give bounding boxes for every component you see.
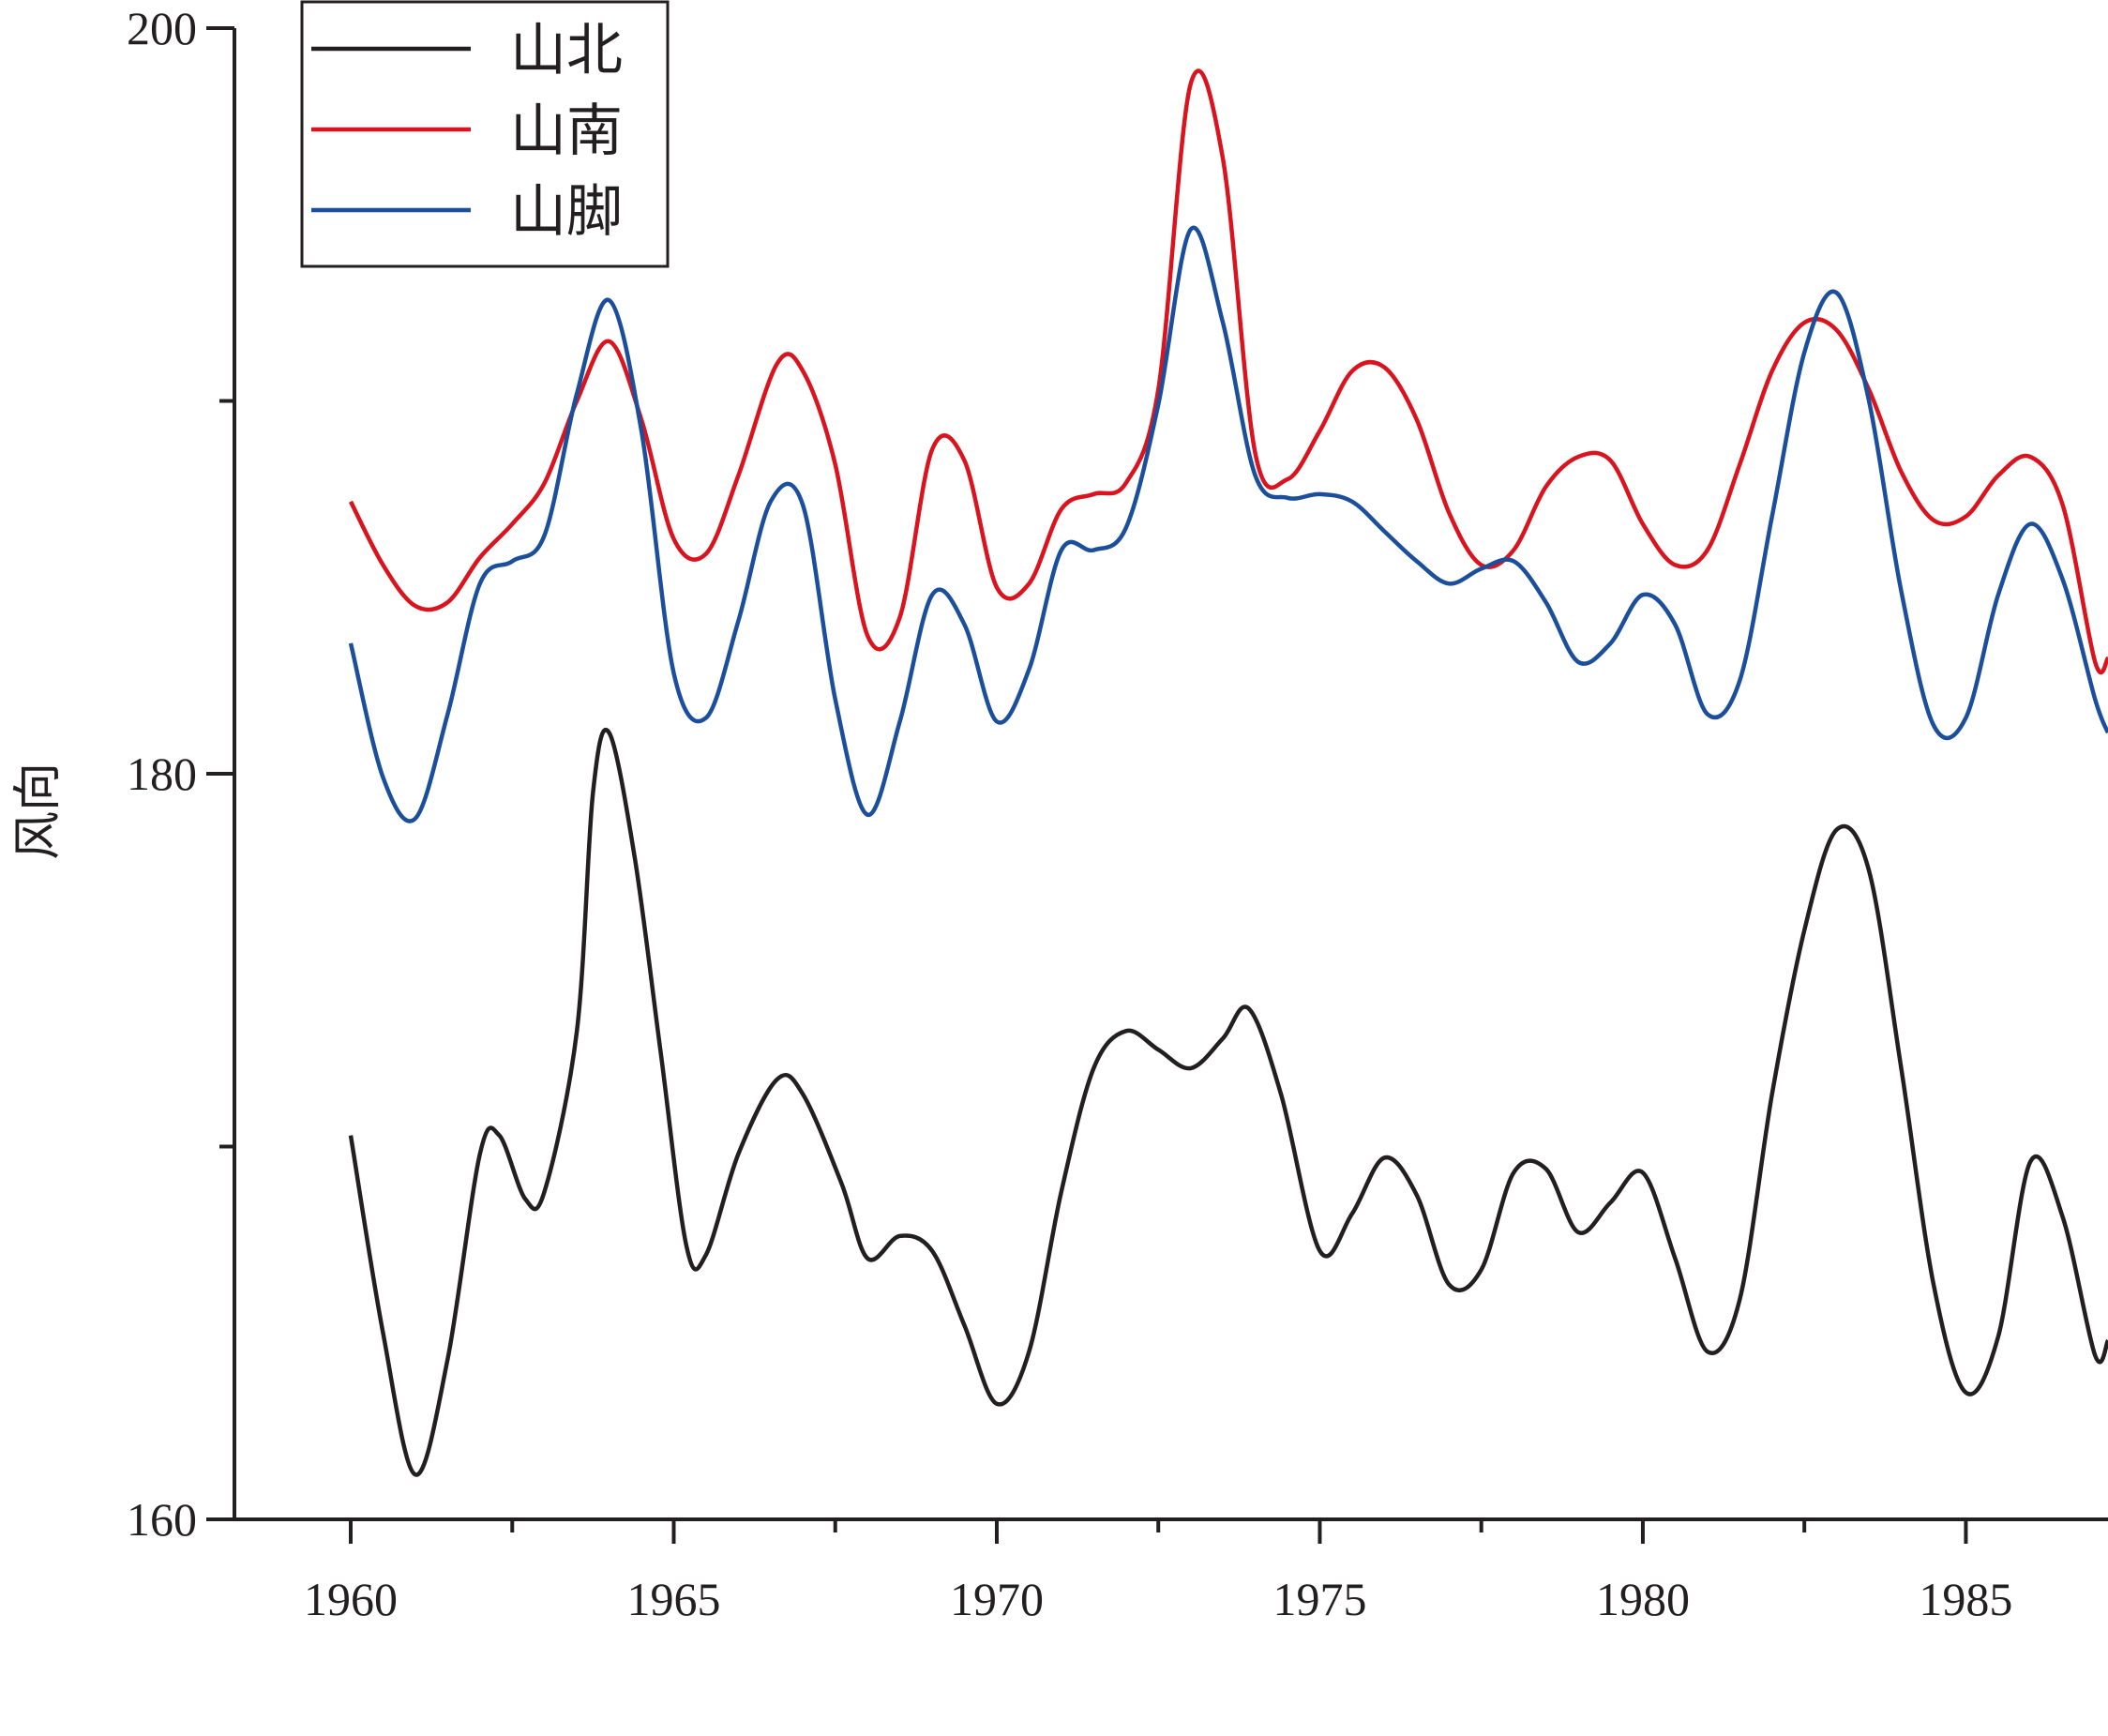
x-tick-label: 1970 — [950, 1573, 1044, 1625]
legend-label: 山北 — [510, 18, 623, 83]
series-line-1 — [348, 728, 2108, 1477]
series-line-3 — [348, 225, 2108, 823]
series-line-2 — [348, 68, 2108, 674]
x-tick-label: 1960 — [304, 1573, 398, 1625]
y-tick-label: 160 — [127, 1493, 197, 1546]
x-tick-label: 1985 — [1919, 1573, 2012, 1625]
y-tick-label: 180 — [127, 747, 197, 800]
series-layer — [348, 68, 2108, 1477]
legend-label: 山脚 — [510, 179, 623, 245]
axes: 160 180 200 1960 1965 1970 1975 1980 1985 — [127, 2, 2108, 1625]
legend-label: 山南 — [510, 98, 623, 164]
x-tick-label: 1965 — [626, 1573, 720, 1625]
x-tick-label: 1975 — [1272, 1573, 1366, 1625]
y-tick-label: 200 — [127, 2, 197, 54]
y-axis-label: 风向 — [10, 762, 67, 860]
x-tick-label: 1980 — [1596, 1573, 1690, 1625]
legend-box — [300, 0, 670, 268]
